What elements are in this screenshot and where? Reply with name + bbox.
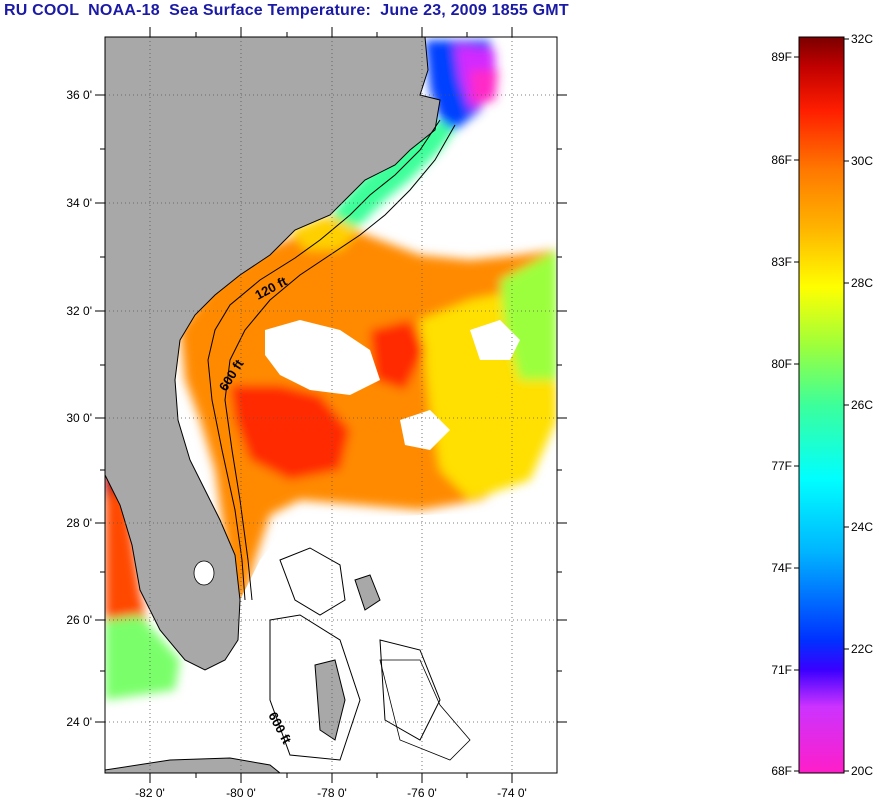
cuba-coast	[105, 757, 281, 773]
map-title: RU COOL NOAA-18 Sea Surface Temperature:…	[4, 2, 569, 19]
tick-marks	[95, 27, 567, 783]
lon-label-82: -82 0'	[135, 786, 165, 800]
lon-label-76: -76 0'	[407, 786, 437, 800]
lat-label-28: 28 0'	[66, 516, 92, 530]
map-frame	[104, 36, 558, 774]
colorbar-c-label-20: 20C	[851, 764, 873, 778]
lon-label-80: -80 0'	[226, 786, 256, 800]
lat-label-32: 32 0'	[66, 304, 92, 318]
sst-field	[105, 40, 557, 700]
longitude-labels: -82 0' -80 0' -78 0' -76 0' -74 0'	[135, 786, 527, 800]
contour-600ft	[224, 124, 456, 601]
sst-gulf-green	[105, 615, 180, 700]
lat-label-34: 34 0'	[66, 196, 92, 210]
lake-okeechobee	[193, 560, 215, 586]
colorbar-f-label-68: 68F	[771, 764, 792, 778]
colorbar-f-label-83: 83F	[771, 255, 792, 269]
lat-label-36: 36 0'	[66, 88, 92, 102]
lon-label-74: -74 0'	[497, 786, 527, 800]
sst-gulf-west	[105, 460, 150, 650]
colorbar-c-label-26: 26C	[851, 398, 873, 412]
sst-red-core-2	[370, 320, 425, 390]
contour-120ft	[207, 119, 441, 601]
colorbar-f-label-74: 74F	[771, 561, 792, 575]
map-layers	[105, 37, 557, 773]
colorbar-f-label-86: 86F	[771, 153, 792, 167]
sst-red-core	[230, 385, 350, 480]
colorbar-gradient	[798, 36, 845, 774]
lon-label-78: -78 0'	[317, 786, 347, 800]
colorbar: 89F 86F 83F 80F 77F 74F 71F 68F 32C 30C …	[771, 32, 873, 778]
colorbar-c-label-32: 32C	[851, 32, 873, 46]
lat-label-30: 30 0'	[66, 411, 92, 425]
sst-pink-patch	[470, 70, 498, 105]
lat-label-24: 24 0'	[66, 715, 92, 729]
colorbar-c-label-24: 24C	[851, 520, 873, 534]
latitude-labels: 36 0' 34 0' 32 0' 30 0' 28 0' 26 0' 24 0…	[66, 88, 92, 729]
colorbar-c-label-30: 30C	[851, 154, 873, 168]
colorbar-f-label-80: 80F	[771, 357, 792, 371]
colorbar-c-label-28: 28C	[851, 276, 873, 290]
graticule	[105, 37, 557, 773]
bahamas	[269, 547, 471, 761]
land-mass	[105, 37, 441, 671]
sst-carolina-band	[330, 110, 470, 240]
lat-label-26: 26 0'	[66, 613, 92, 627]
colorbar-f-label-89: 89F	[771, 50, 792, 64]
colorbar-c-label-22: 22C	[851, 642, 873, 656]
colorbar-f-label-71: 71F	[771, 663, 792, 677]
colorbar-f-label-77: 77F	[771, 459, 792, 473]
